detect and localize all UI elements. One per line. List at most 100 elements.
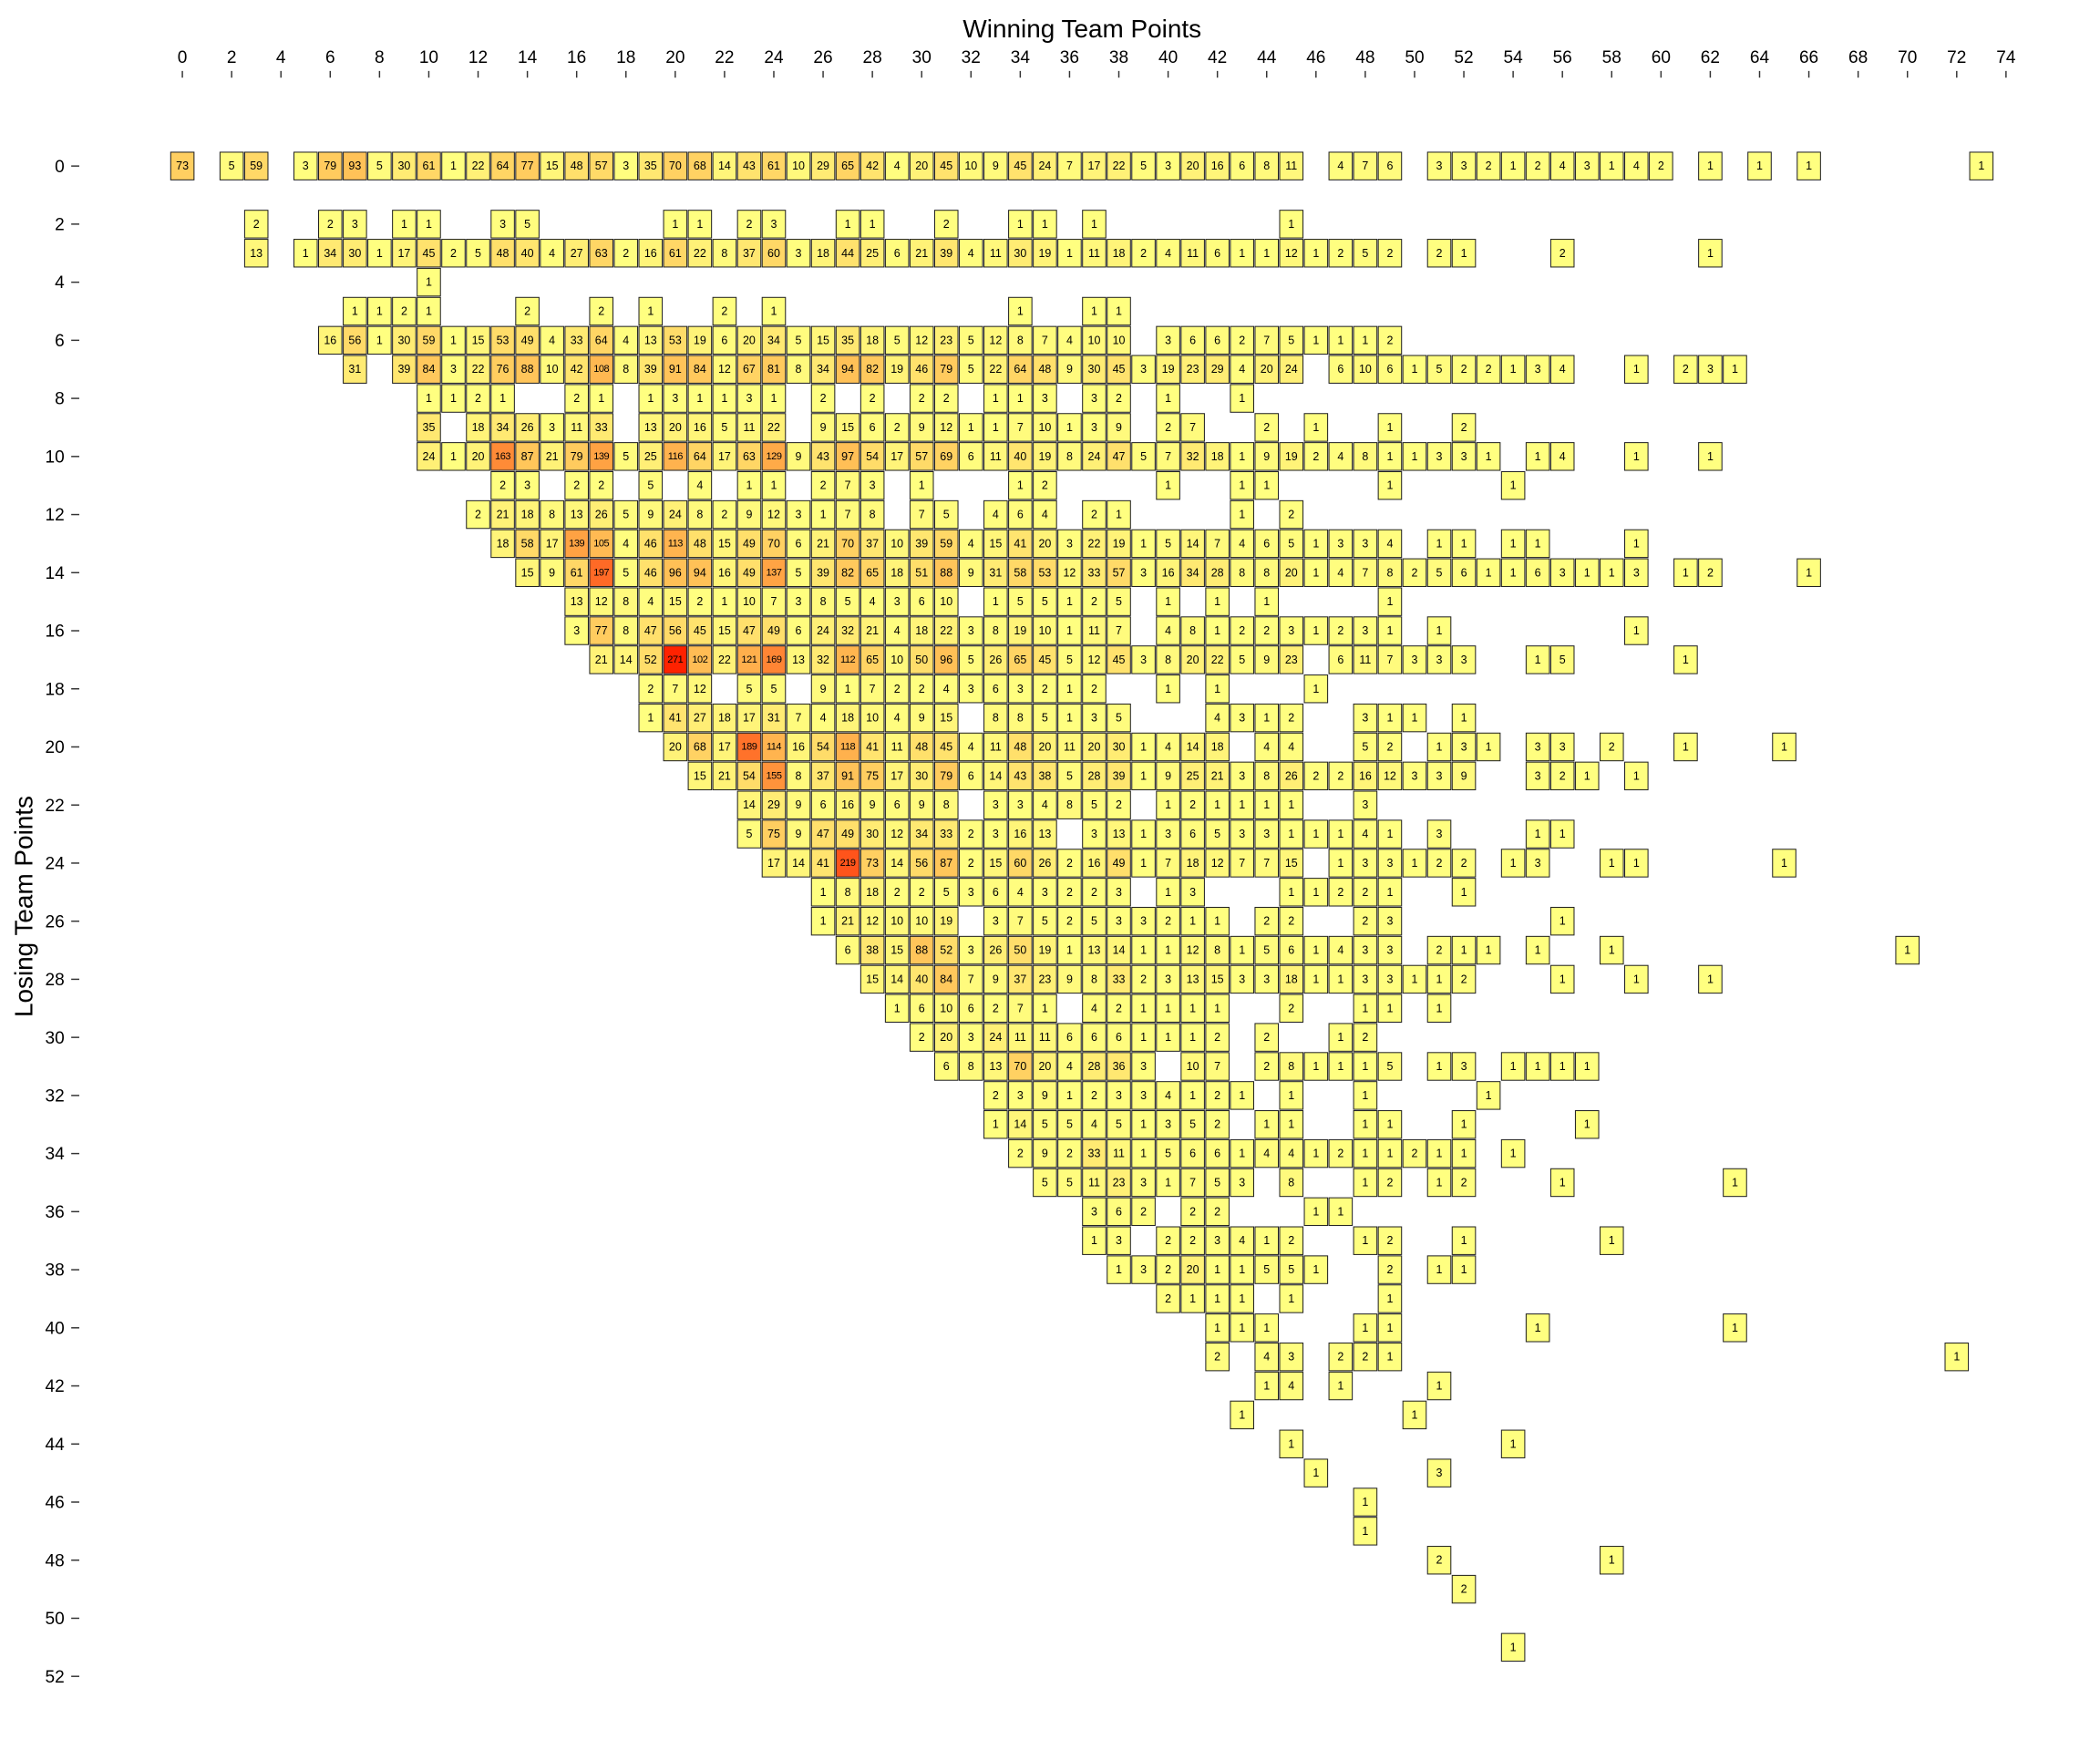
- heat-cell: [417, 210, 441, 239]
- heat-cell: [687, 616, 713, 645]
- cell-label: 2: [647, 683, 654, 695]
- cell-label: 1: [968, 421, 974, 434]
- heat-cell: [860, 499, 885, 530]
- heat-cell: [1156, 587, 1180, 616]
- cell-label: 1: [1140, 537, 1147, 550]
- cell-label: 45: [940, 160, 952, 172]
- heat-cell: [933, 732, 959, 762]
- cell-label: 15: [866, 973, 879, 985]
- heat-cell: [1205, 529, 1230, 559]
- cell-label: 1: [1609, 944, 1615, 957]
- cell-label: 3: [1436, 769, 1443, 782]
- cell-label: 5: [229, 160, 235, 172]
- heat-cell: [1131, 558, 1156, 587]
- heat-cell: [1033, 210, 1057, 239]
- heat-cell: [1353, 442, 1378, 471]
- heat-cell: [1156, 761, 1180, 791]
- cell-label: 5: [796, 334, 802, 346]
- heat-cell: [1451, 529, 1477, 559]
- cell-label: 1: [1436, 624, 1443, 637]
- heat-cell: [1451, 413, 1477, 442]
- cell-label: 2: [919, 886, 925, 899]
- heat-cell: [860, 616, 885, 645]
- cell-label: 64: [694, 450, 706, 463]
- heat-cell: [786, 355, 811, 384]
- cell-label: 4: [870, 595, 876, 608]
- heat-cell: [1131, 442, 1156, 471]
- heat-cell: [712, 413, 737, 442]
- cell-label: 3: [968, 944, 974, 957]
- cell-label: 1: [1609, 1234, 1615, 1247]
- cell-label: 6: [1189, 334, 1196, 346]
- heat-cell: [1279, 151, 1304, 180]
- cell-label: 2: [1683, 363, 1689, 376]
- cell-label: 3: [1288, 1351, 1294, 1364]
- heat-cell: [1476, 558, 1501, 587]
- heat-cell: [687, 413, 713, 442]
- cell-label: 7: [1066, 160, 1073, 172]
- cell-label: 32: [841, 624, 854, 637]
- cell-label: 4: [1165, 740, 1171, 753]
- heat-cell: [367, 325, 392, 355]
- heat-cell: [1205, 674, 1230, 704]
- cell-label: 2: [1288, 1234, 1294, 1247]
- heat-cell: [663, 529, 688, 559]
- heat-cell: [540, 325, 564, 355]
- heat-cell: [318, 151, 343, 180]
- heat-cell: [1107, 499, 1131, 530]
- heat-cell: [1180, 558, 1205, 587]
- cell-label: 3: [771, 218, 777, 231]
- cell-label: 1: [401, 218, 407, 231]
- heat-cell: [860, 674, 885, 704]
- heat-cell: [1279, 499, 1304, 530]
- cell-label: 41: [817, 857, 829, 870]
- cell-label: 9: [746, 509, 752, 521]
- cell-label: 75: [767, 828, 780, 840]
- cell-label: 19: [1038, 944, 1051, 957]
- heat-cell: [736, 645, 762, 674]
- heat-cell: [663, 558, 688, 587]
- cell-label: 61: [423, 160, 436, 172]
- cell-label: 1: [1732, 363, 1738, 376]
- cell-label: 1: [1436, 537, 1443, 550]
- heat-cell: [1107, 442, 1131, 471]
- cell-label: 39: [817, 566, 829, 579]
- heat-cell: [835, 761, 860, 791]
- heat-cell: [466, 384, 490, 413]
- heat-cell: [318, 325, 343, 355]
- cell-label: 1: [1066, 247, 1073, 260]
- cell-label: 2: [894, 886, 901, 899]
- heat-cell: [933, 761, 959, 791]
- cell-label: 1: [1312, 1467, 1319, 1479]
- x-tick-label: 32: [962, 48, 981, 67]
- cell-label: 1: [1560, 1060, 1566, 1073]
- cell-label: 65: [841, 160, 854, 172]
- cell-label: 1: [696, 218, 703, 231]
- cell-label: 1: [1312, 624, 1319, 637]
- cell-label: 52: [940, 944, 952, 957]
- heat-cell: [1328, 645, 1354, 674]
- heat-cell: [1107, 703, 1131, 733]
- cell-label: 4: [1239, 363, 1245, 376]
- heat-cell: [736, 413, 762, 442]
- cell-label: 1: [820, 915, 827, 928]
- heat-cell: [761, 239, 787, 268]
- heat-cell: [1624, 529, 1649, 559]
- heat-cell: [835, 210, 860, 239]
- cell-label: 6: [919, 1002, 925, 1014]
- cell-label: 1: [1683, 654, 1689, 666]
- heat-cell: [1377, 558, 1403, 587]
- cell-label: 8: [993, 712, 999, 725]
- heat-cell: [736, 355, 762, 384]
- heat-cell: [1107, 558, 1131, 587]
- cell-label: 1: [1239, 450, 1245, 463]
- heat-cell: [663, 384, 688, 413]
- cell-label: 56: [348, 334, 361, 346]
- cell-label: 3: [303, 160, 309, 172]
- cell-label: 23: [1113, 1176, 1126, 1189]
- cell-label: 10: [1038, 421, 1051, 434]
- cell-label: 8: [1189, 624, 1196, 637]
- heat-cell: [367, 296, 392, 326]
- cell-label: 1: [1312, 683, 1319, 695]
- cell-label: 6: [1017, 509, 1024, 521]
